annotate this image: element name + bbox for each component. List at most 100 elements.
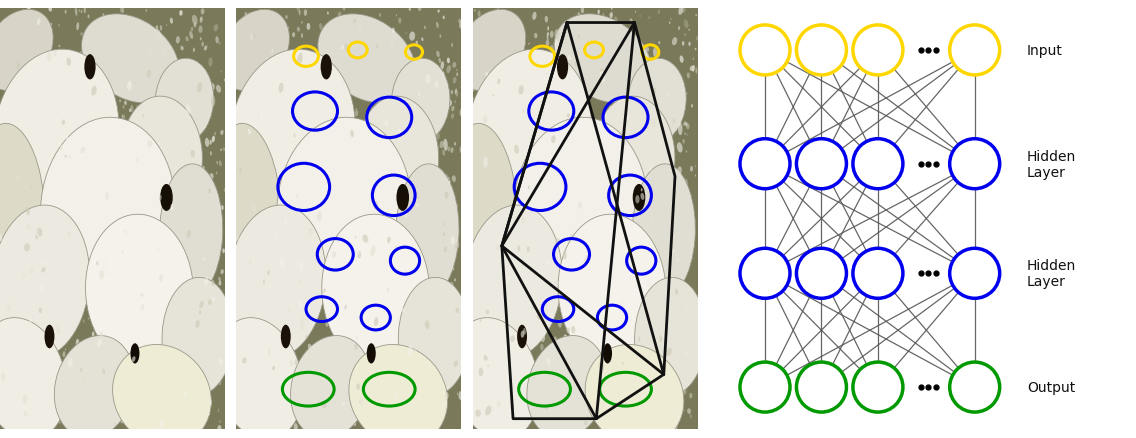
- Ellipse shape: [12, 260, 14, 262]
- Ellipse shape: [645, 47, 649, 53]
- Ellipse shape: [458, 20, 461, 24]
- Ellipse shape: [653, 301, 654, 304]
- Ellipse shape: [508, 333, 512, 339]
- Ellipse shape: [354, 111, 358, 117]
- Ellipse shape: [15, 393, 19, 398]
- Ellipse shape: [23, 100, 24, 103]
- Ellipse shape: [473, 373, 475, 376]
- Ellipse shape: [652, 109, 655, 112]
- Ellipse shape: [521, 237, 524, 241]
- Ellipse shape: [326, 259, 329, 265]
- Ellipse shape: [203, 303, 204, 306]
- Ellipse shape: [85, 137, 91, 144]
- Ellipse shape: [477, 181, 479, 186]
- Ellipse shape: [215, 364, 217, 371]
- Ellipse shape: [535, 147, 538, 152]
- Ellipse shape: [693, 59, 694, 61]
- Ellipse shape: [291, 312, 293, 317]
- Ellipse shape: [503, 79, 507, 85]
- Ellipse shape: [186, 106, 191, 114]
- Ellipse shape: [272, 50, 273, 54]
- Ellipse shape: [135, 271, 137, 277]
- Ellipse shape: [558, 81, 560, 84]
- Ellipse shape: [295, 144, 298, 148]
- Ellipse shape: [91, 112, 92, 117]
- Ellipse shape: [459, 21, 463, 29]
- Ellipse shape: [190, 32, 193, 40]
- Ellipse shape: [343, 6, 345, 11]
- Ellipse shape: [12, 32, 16, 39]
- Ellipse shape: [598, 65, 601, 72]
- Ellipse shape: [60, 406, 61, 409]
- Ellipse shape: [22, 275, 25, 282]
- Ellipse shape: [519, 247, 520, 249]
- Ellipse shape: [655, 329, 658, 333]
- Ellipse shape: [485, 406, 492, 416]
- Ellipse shape: [408, 367, 411, 373]
- Ellipse shape: [294, 320, 298, 327]
- Ellipse shape: [524, 231, 527, 238]
- Ellipse shape: [136, 159, 139, 162]
- Ellipse shape: [207, 231, 210, 238]
- Ellipse shape: [320, 399, 324, 406]
- Ellipse shape: [578, 85, 582, 92]
- Ellipse shape: [99, 404, 101, 409]
- Ellipse shape: [140, 88, 144, 95]
- Ellipse shape: [2, 307, 5, 314]
- Ellipse shape: [236, 120, 241, 129]
- Ellipse shape: [627, 60, 629, 65]
- Ellipse shape: [197, 201, 199, 206]
- Ellipse shape: [247, 310, 250, 315]
- Ellipse shape: [500, 292, 503, 297]
- Ellipse shape: [1, 354, 2, 358]
- Ellipse shape: [294, 200, 295, 203]
- Ellipse shape: [562, 235, 565, 239]
- Ellipse shape: [298, 244, 300, 248]
- Ellipse shape: [567, 328, 570, 333]
- Ellipse shape: [594, 70, 598, 78]
- Ellipse shape: [319, 271, 321, 276]
- Ellipse shape: [259, 224, 260, 227]
- Ellipse shape: [23, 175, 25, 180]
- Ellipse shape: [452, 176, 456, 183]
- Ellipse shape: [167, 303, 168, 307]
- Ellipse shape: [548, 27, 549, 32]
- Ellipse shape: [419, 96, 420, 100]
- Ellipse shape: [327, 353, 329, 357]
- Ellipse shape: [688, 239, 692, 246]
- Ellipse shape: [293, 104, 294, 106]
- Ellipse shape: [641, 194, 644, 201]
- Ellipse shape: [343, 402, 345, 406]
- Ellipse shape: [303, 10, 307, 17]
- Ellipse shape: [287, 178, 292, 185]
- Ellipse shape: [425, 348, 427, 351]
- Ellipse shape: [261, 385, 264, 390]
- Ellipse shape: [486, 418, 488, 424]
- Ellipse shape: [57, 125, 60, 132]
- Ellipse shape: [632, 127, 633, 131]
- Ellipse shape: [150, 189, 152, 195]
- Ellipse shape: [420, 262, 423, 265]
- Ellipse shape: [139, 138, 142, 146]
- Ellipse shape: [197, 222, 199, 225]
- Ellipse shape: [316, 265, 319, 272]
- Ellipse shape: [176, 421, 178, 425]
- Ellipse shape: [140, 307, 143, 314]
- Ellipse shape: [115, 422, 116, 425]
- Ellipse shape: [436, 400, 437, 404]
- Ellipse shape: [47, 413, 48, 416]
- Ellipse shape: [535, 330, 538, 337]
- Ellipse shape: [427, 192, 431, 198]
- Ellipse shape: [528, 406, 529, 409]
- Ellipse shape: [399, 49, 401, 55]
- Ellipse shape: [526, 134, 527, 137]
- Ellipse shape: [57, 181, 60, 185]
- Ellipse shape: [156, 192, 159, 199]
- Ellipse shape: [444, 321, 448, 328]
- Ellipse shape: [65, 124, 68, 131]
- Ellipse shape: [293, 134, 295, 138]
- Ellipse shape: [31, 186, 33, 189]
- Ellipse shape: [655, 360, 657, 364]
- Ellipse shape: [504, 261, 507, 267]
- Ellipse shape: [302, 185, 304, 189]
